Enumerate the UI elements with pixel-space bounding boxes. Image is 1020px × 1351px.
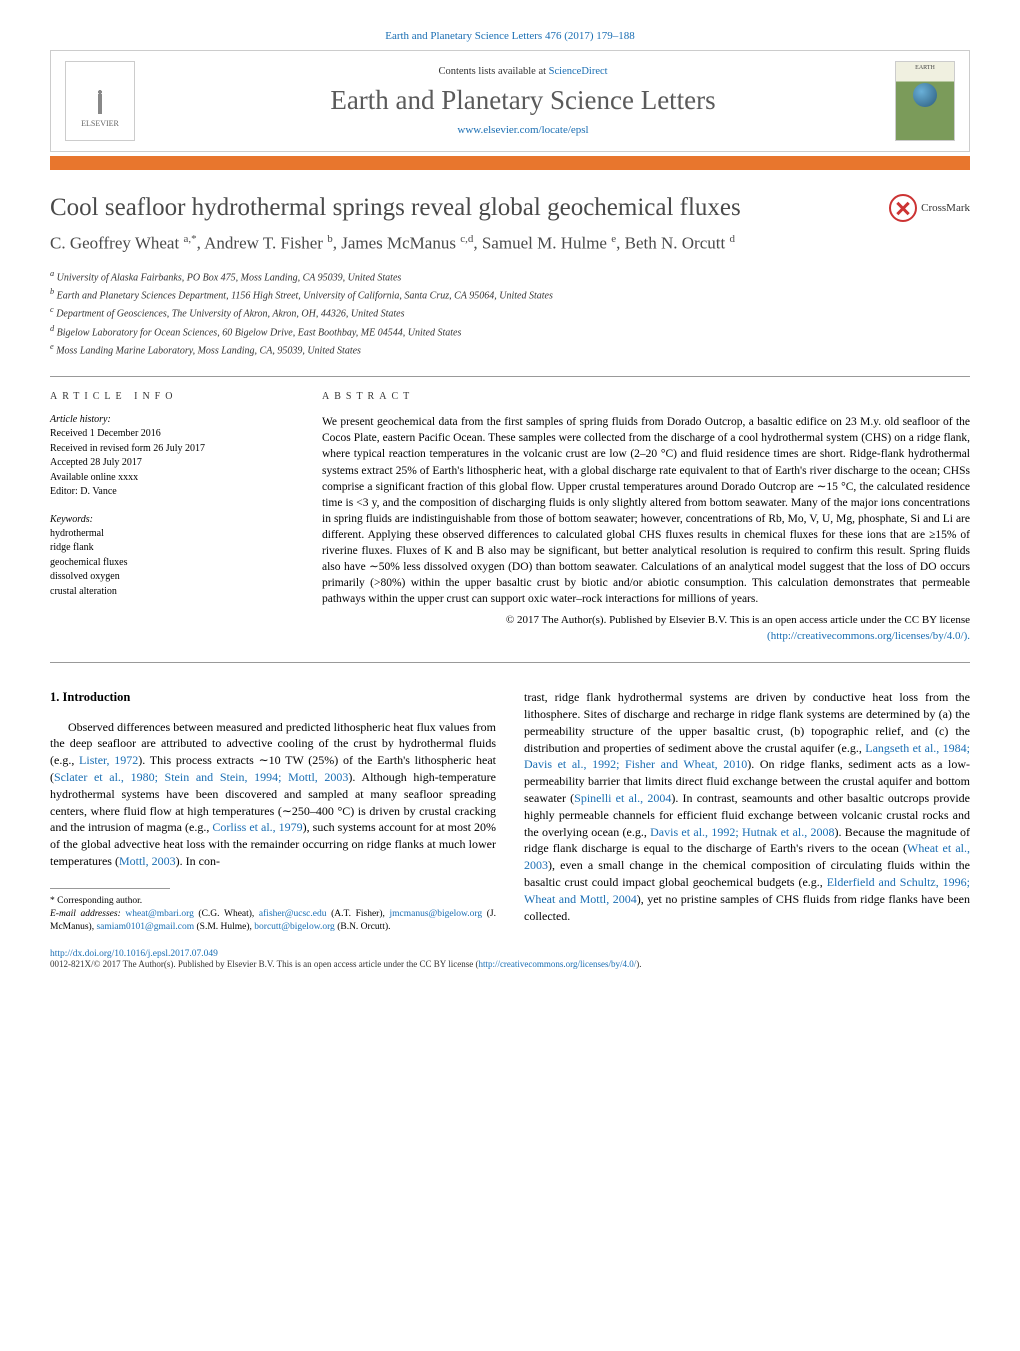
issn-tail: ). — [636, 959, 641, 969]
email-link[interactable]: wheat@mbari.org — [125, 909, 193, 919]
elsevier-label: ELSEVIER — [81, 119, 119, 128]
intro-paragraph-right: trast, ridge flank hydrothermal systems … — [524, 689, 970, 924]
orange-divider — [50, 156, 970, 170]
body-right-column: trast, ridge flank hydrothermal systems … — [524, 689, 970, 935]
issn-text: 0012-821X/© 2017 The Author(s). Publishe… — [50, 959, 478, 969]
ref-link[interactable]: Spinelli et al., 2004 — [574, 791, 671, 805]
crossmark-icon — [889, 194, 917, 222]
issn-line: 0012-821X/© 2017 The Author(s). Publishe… — [50, 959, 970, 969]
divider — [50, 376, 970, 377]
journal-header: ELSEVIER Contents lists available at Sci… — [50, 50, 970, 152]
email-link[interactable]: jmcmanus@bigelow.org — [389, 909, 482, 919]
body-left-column: 1. Introduction Observed differences bet… — [50, 689, 496, 935]
authors: C. Geoffrey Wheat a,*, Andrew T. Fisher … — [50, 232, 970, 256]
abstract-column: ABSTRACT We present geochemical data fro… — [322, 391, 970, 644]
ref-link[interactable]: Corliss et al., 1979 — [212, 820, 302, 834]
email-link[interactable]: samiam0101@gmail.com — [96, 922, 194, 932]
abstract-heading: ABSTRACT — [322, 391, 970, 402]
crossmark-badge[interactable]: CrossMark — [889, 194, 970, 222]
footnote-divider — [50, 888, 170, 889]
history-label: Article history: — [50, 414, 290, 425]
cc-license-link[interactable]: http://creativecommons.org/licenses/by/4… — [478, 959, 636, 969]
article-info-heading: ARTICLE INFO — [50, 391, 290, 402]
top-citation[interactable]: Earth and Planetary Science Letters 476 … — [50, 30, 970, 42]
copyright-line: © 2017 The Author(s). Published by Elsev… — [322, 613, 970, 644]
ref-link[interactable]: Mottl, 2003 — [119, 854, 176, 868]
doi-line: http://dx.doi.org/10.1016/j.epsl.2017.07… — [50, 949, 970, 959]
divider — [50, 662, 970, 663]
abstract-text: We present geochemical data from the fir… — [322, 414, 970, 607]
sciencedirect-link[interactable]: ScienceDirect — [549, 66, 608, 77]
intro-heading: 1. Introduction — [50, 689, 496, 707]
contents-prefix: Contents lists available at — [438, 66, 548, 77]
keywords-lines: hydrothermalridge flankgeochemical fluxe… — [50, 527, 290, 600]
keywords-label: Keywords: — [50, 514, 290, 525]
email-link[interactable]: afisher@ucsc.edu — [259, 909, 327, 919]
journal-cover-icon: EARTH — [895, 61, 955, 141]
article-info-column: ARTICLE INFO Article history: Received 1… — [50, 391, 290, 644]
cover-label: EARTH — [915, 65, 935, 71]
email-link[interactable]: borcutt@bigelow.org — [254, 922, 335, 932]
ref-link[interactable]: Davis et al., 1992; Hutnak et al., 2008 — [650, 825, 834, 839]
copyright-text: © 2017 The Author(s). Published by Elsev… — [506, 614, 970, 626]
email-addresses: E-mail addresses: wheat@mbari.org (C.G. … — [50, 908, 496, 935]
article-title: Cool seafloor hydrothermal springs revea… — [50, 194, 889, 222]
journal-homepage-link[interactable]: www.elsevier.com/locate/epsl — [151, 124, 895, 136]
emails-label: E-mail addresses: — [50, 909, 125, 919]
ref-link[interactable]: Sclater et al., 1980; Stein and Stein, 1… — [54, 770, 348, 784]
crossmark-label: CrossMark — [921, 202, 970, 214]
elsevier-logo: ELSEVIER — [65, 61, 135, 141]
doi-link[interactable]: http://dx.doi.org/10.1016/j.epsl.2017.07… — [50, 949, 218, 959]
corresponding-author: * Corresponding author. — [50, 895, 496, 908]
footnotes: * Corresponding author. E-mail addresses… — [50, 895, 496, 935]
intro-paragraph-left: Observed differences between measured an… — [50, 719, 496, 870]
history-lines: Received 1 December 2016Received in revi… — [50, 427, 290, 500]
affiliations: a University of Alaska Fairbanks, PO Box… — [50, 268, 970, 359]
journal-name: Earth and Planetary Science Letters — [151, 85, 895, 116]
license-link[interactable]: (http://creativecommons.org/licenses/by/… — [767, 630, 970, 642]
contents-available: Contents lists available at ScienceDirec… — [151, 66, 895, 77]
ref-link[interactable]: Lister, 1972 — [79, 753, 138, 767]
